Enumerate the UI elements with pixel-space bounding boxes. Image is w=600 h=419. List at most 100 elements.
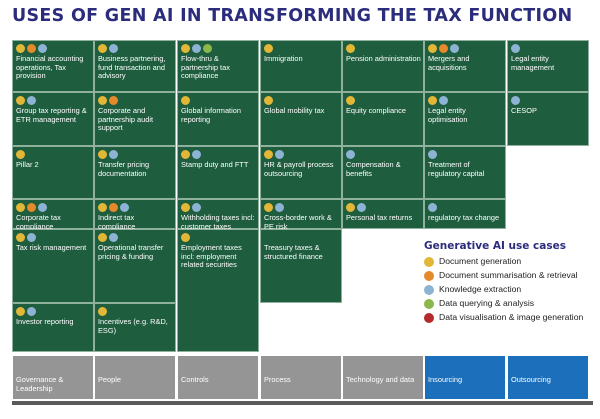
use-case-icons [264, 96, 273, 106]
knowledge-extraction-icon [192, 150, 201, 159]
use-case-cell: Legal entity management [507, 40, 589, 92]
foundation-block: People [94, 355, 176, 400]
document-generation-icon [264, 150, 273, 159]
document-generation-icon [98, 44, 107, 53]
use-case-icons [346, 96, 355, 106]
use-case-icons [511, 96, 520, 106]
use-case-label: Tax risk management [16, 243, 87, 252]
use-case-label: Pillar 2 [16, 160, 39, 169]
document-generation-icon [346, 96, 355, 105]
document-generation-icon [16, 96, 25, 105]
use-case-icons [264, 203, 284, 213]
use-case-cell: Treasury taxes & structured finance [260, 229, 342, 303]
use-case-icons [98, 233, 118, 243]
use-case-cell: regulatory tax change [424, 199, 506, 229]
knowledge-extraction-icon [439, 96, 448, 105]
use-case-icons [98, 150, 118, 160]
use-case-label: Corporate tax compliance [16, 213, 61, 231]
use-case-icons [181, 96, 190, 106]
document-generation-icon [181, 233, 190, 242]
use-case-cell: Equity compliance [342, 92, 424, 146]
use-case-label: Withholding taxes incl: customer taxes [181, 213, 255, 231]
use-case-cell: Withholding taxes incl: customer taxes [177, 199, 259, 231]
use-case-label: Transfer pricing documentation [98, 160, 150, 178]
use-case-cell: Global information reporting [177, 92, 259, 146]
document-generation-icon [181, 203, 190, 212]
use-case-icons [264, 150, 284, 160]
use-case-cell: Incentives (e.g. R&D, ESG) [94, 303, 176, 352]
document-generation-icon [16, 44, 25, 53]
use-case-label: Cross-border work & PE risk [264, 213, 332, 231]
use-case-icons [16, 96, 36, 106]
knowledge-extraction-icon [38, 44, 47, 53]
legend-item: Document generation [424, 256, 583, 267]
document-generation-icon [181, 150, 190, 159]
foundation-block: Technology and data [342, 355, 424, 400]
use-case-label: regulatory tax change [428, 213, 500, 222]
knowledge-extraction-icon [38, 203, 47, 212]
use-case-label: Global mobility tax [264, 106, 325, 115]
document-generation-icon [98, 307, 107, 316]
document-generation-icon [346, 203, 355, 212]
use-case-icons [16, 203, 47, 213]
foundation-label: Process [264, 375, 291, 384]
use-case-label: HR & payroll process outsourcing [264, 160, 334, 178]
foundation-label: Insourcing [428, 375, 463, 384]
use-case-cell: Cross-border work & PE risk [260, 199, 342, 231]
use-case-icons [98, 44, 118, 54]
use-case-icons [181, 233, 190, 243]
knowledge-extraction-icon [428, 203, 437, 212]
use-case-cell: Operational transfer pricing & funding [94, 229, 176, 303]
use-case-cell: Investor reporting [12, 303, 94, 352]
use-case-label: Treasury taxes & structured finance [264, 243, 323, 261]
legend-items: Document generation Document summarisatio… [424, 256, 583, 323]
document-summarisation-icon [27, 44, 36, 53]
use-case-label: Pension administration [346, 54, 421, 63]
use-case-label: Personal tax returns [346, 213, 413, 222]
use-case-cell: Compensation & benefits [342, 146, 424, 199]
document-summarisation-icon [27, 203, 36, 212]
foundation-block: Outsourcing [507, 355, 589, 400]
use-case-cell: Indirect tax compliance [94, 199, 176, 230]
foundation-block: Governance & Leadership [12, 355, 94, 400]
use-case-label: Employment taxes incl: employment relate… [181, 243, 242, 270]
use-case-cell: Corporate and partnership audit support [94, 92, 176, 146]
document-summarisation-icon [439, 44, 448, 53]
use-case-label: Global information reporting [181, 106, 241, 124]
use-case-label: Investor reporting [16, 317, 74, 326]
use-case-icons [346, 44, 355, 54]
use-case-icons [98, 96, 118, 106]
use-case-icons [16, 44, 47, 54]
document-generation-icon [181, 44, 190, 53]
document-generation-icon [16, 203, 25, 212]
document-generation-icon [264, 44, 273, 53]
document-generation-icon [98, 150, 107, 159]
use-case-label: Legal entity management [511, 54, 555, 72]
knowledge-extraction-icon [450, 44, 459, 53]
knowledge-extraction-icon [109, 233, 118, 242]
legend-item-label: Data querying & analysis [439, 298, 535, 308]
use-case-icons [16, 307, 36, 317]
knowledge-extraction-icon [192, 44, 201, 53]
use-case-cell: Global mobility tax [260, 92, 342, 146]
use-case-label: Compensation & benefits [346, 160, 401, 178]
knowledge-extraction-icon [357, 203, 366, 212]
foundation-block: Controls [177, 355, 259, 400]
use-case-label: CESOP [511, 106, 537, 115]
document-generation-icon [16, 150, 25, 159]
use-case-cell: Business partnering, fund transaction an… [94, 40, 176, 92]
knowledge-extraction-icon [27, 233, 36, 242]
use-case-cell: Corporate tax compliance [12, 199, 94, 231]
use-case-icons [346, 150, 355, 160]
knowledge-extraction-icon [109, 150, 118, 159]
use-case-icons [16, 150, 25, 160]
foundation-label: People [98, 375, 122, 384]
document-generation-icon [264, 203, 273, 212]
use-case-label: Legal entity optimisation [428, 106, 468, 124]
use-case-cell: Financial accounting operations, Tax pro… [12, 40, 94, 92]
knowledge-extraction-icon [428, 150, 437, 159]
document-generation-icon [98, 96, 107, 105]
data-querying-icon [203, 44, 212, 53]
use-case-cell: Pension administration [342, 40, 424, 92]
knowledge-extraction-icon [27, 307, 36, 316]
